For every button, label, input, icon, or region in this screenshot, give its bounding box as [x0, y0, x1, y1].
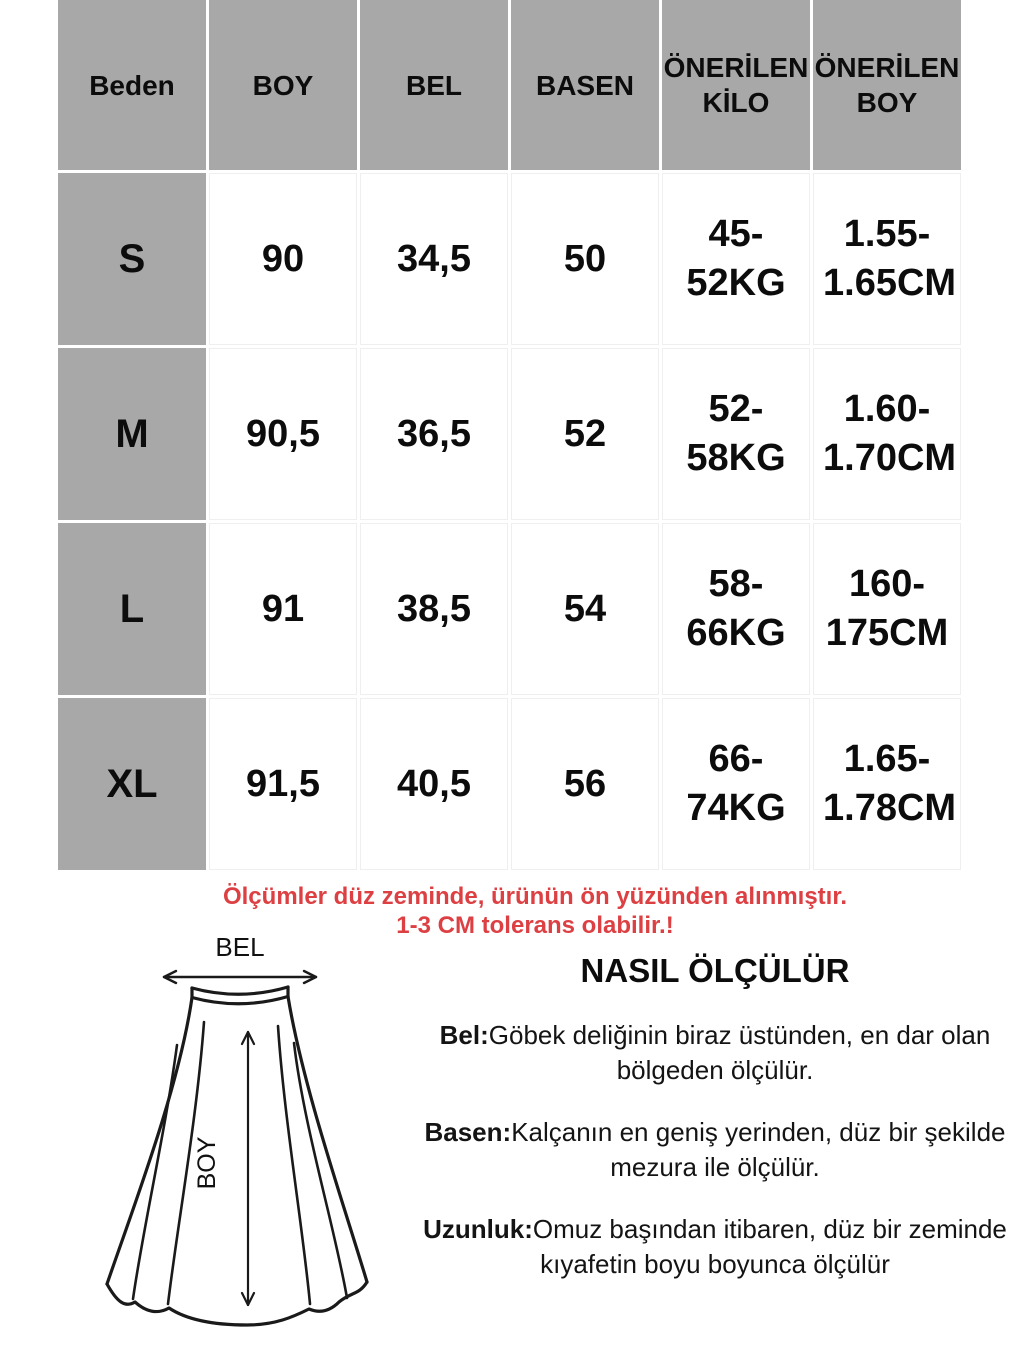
notice-line-1: Ölçümler düz zeminde, ürünün ön yüzünden… [222, 883, 848, 910]
cell-l-onerilen-boy: 160-175CM [813, 523, 961, 695]
skirt-diagram-svg: BEL [105, 932, 369, 1327]
howto-uzunluk-text: Omuz başından itibaren, düz bir zeminde … [532, 1214, 1007, 1279]
cell-l-basen: 54 [511, 523, 659, 695]
bel-label: BEL [215, 932, 264, 962]
boy-label: BOY [193, 1136, 221, 1189]
cell-m-kilo: 52-58KG [662, 348, 810, 520]
size-label-l: L [58, 523, 206, 695]
cell-value: 45-52KG [686, 212, 786, 304]
cell-xl-boy: 91,5 [209, 698, 357, 870]
cell-m-basen: 52 [511, 348, 659, 520]
cell-l-bel: 38,5 [360, 523, 508, 695]
cell-value: 160-175CM [825, 562, 949, 654]
howto-bel-label: Bel: [439, 1020, 489, 1050]
header-cell-boy: BOY [209, 0, 357, 170]
cell-s-kilo: 45-52KG [662, 173, 810, 345]
howto-bel-paragraph: Bel:Göbek deliğinin biraz üstünden, en d… [420, 1018, 1010, 1088]
cell-s-onerilen-boy: 1.55-1.65CM [813, 173, 961, 345]
howto-basen-text: Kalçanın en geniş yerinden, düz bir şeki… [511, 1117, 1006, 1182]
cell-m-onerilen-boy: 1.60-1.70CM [813, 348, 961, 520]
cell-l-boy: 91 [209, 523, 357, 695]
cell-xl-kilo: 66-74KG [662, 698, 810, 870]
cell-value: 66-74KG [686, 737, 786, 829]
howto-bel-text: Göbek deliğinin biraz üstünden, en dar o… [488, 1020, 991, 1085]
size-chart-table: Beden BOY BEL BASEN ÖNERİLEN KİLO ÖNERİL… [58, 0, 961, 870]
skirt-waistband [190, 985, 290, 1006]
cell-l-kilo: 58-66KG [662, 523, 810, 695]
cell-m-boy: 90,5 [209, 348, 357, 520]
howto-uzunluk-paragraph: Uzunluk:Omuz başından itibaren, düz bir … [420, 1212, 1010, 1282]
cell-xl-bel: 40,5 [360, 698, 508, 870]
cell-value: 1.55-1.65CM [823, 212, 957, 304]
cell-value: 52-58KG [686, 387, 786, 479]
cell-s-basen: 50 [511, 173, 659, 345]
header-cell-onerilen-kilo: ÖNERİLEN KİLO [662, 0, 810, 170]
cell-xl-basen: 56 [511, 698, 659, 870]
skirt-pleat-lines [131, 1020, 349, 1306]
howto-basen-paragraph: Basen:Kalçanın en geniş yerinden, düz bi… [420, 1115, 1010, 1185]
cell-m-bel: 36,5 [360, 348, 508, 520]
skirt-outline [105, 994, 369, 1327]
size-label-xl: XL [58, 698, 206, 870]
header-cell-beden: Beden [58, 0, 206, 170]
notice-line-2: 1-3 CM tolerans olabilir.! [396, 912, 674, 939]
howto-basen-label: Basen: [424, 1117, 512, 1147]
skirt-measurement-diagram: BEL [63, 918, 408, 1360]
cell-s-boy: 90 [209, 173, 357, 345]
cell-s-bel: 34,5 [360, 173, 508, 345]
size-label-m: M [58, 348, 206, 520]
header-cell-onerilen-boy: ÖNERİLEN BOY [813, 0, 961, 170]
header-cell-bel: BEL [360, 0, 508, 170]
size-label-s: S [58, 173, 206, 345]
cell-value: 1.65-1.78CM [823, 737, 957, 829]
how-to-measure-title: NASIL ÖLÇÜLÜR [580, 952, 850, 989]
how-to-measure-section: NASIL ÖLÇÜLÜR Bel:Göbek deliğinin biraz … [420, 952, 1010, 1309]
cell-value: 58-66KG [686, 562, 786, 654]
boy-length-arrow [240, 1030, 256, 1307]
howto-uzunluk-label: Uzunluk: [423, 1214, 533, 1244]
bel-width-arrow [162, 969, 318, 985]
header-cell-basen: BASEN [511, 0, 659, 170]
cell-xl-onerilen-boy: 1.65-1.78CM [813, 698, 961, 870]
cell-value: 1.60-1.70CM [823, 387, 957, 479]
measurement-notice: Ölçümler düz zeminde, ürünün ön yüzünden… [50, 882, 1020, 940]
